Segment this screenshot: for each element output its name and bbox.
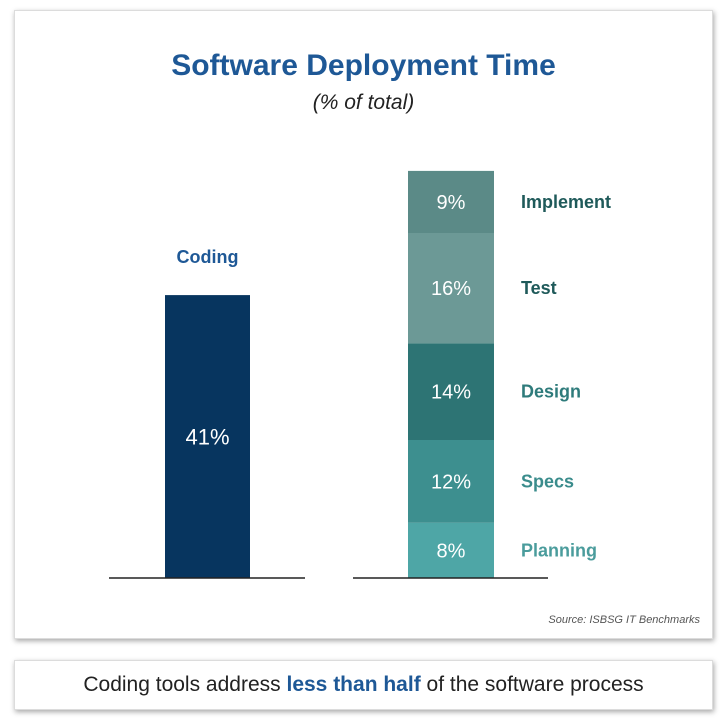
chart-card: Software Deployment Time (% of total) 41… <box>14 10 713 639</box>
bar-segment-test <box>408 233 494 344</box>
bar-segment-planning <box>408 522 494 578</box>
caption-emphasis: less than half <box>286 673 421 696</box>
bar-segment-specs <box>408 440 494 523</box>
data-label-specs: 12% <box>431 471 471 493</box>
data-label-coding: 41% <box>185 425 229 450</box>
category-label-coding: Coding <box>177 247 239 267</box>
segment-label-test: Test <box>521 278 557 298</box>
caption-banner: Coding tools address less than half of t… <box>14 660 713 710</box>
chart-title: Software Deployment Time <box>171 49 556 82</box>
segment-label-specs: Specs <box>521 471 574 491</box>
segment-label-planning: Planning <box>521 540 597 560</box>
caption-text-after: of the software process <box>420 673 644 696</box>
bar-coding <box>165 295 250 578</box>
segment-label-implement: Implement <box>521 192 611 212</box>
chart-subtitle: (% of total) <box>312 91 415 114</box>
bar-segment-implement <box>408 170 494 233</box>
data-label-planning: 8% <box>437 540 466 562</box>
caption-text-before: Coding tools address <box>83 673 287 696</box>
data-label-test: 16% <box>431 278 471 300</box>
chart-plot: 41% Coding 8% Planning 12% Specs 14% Design 16% T… <box>109 170 611 579</box>
data-label-design: 14% <box>431 382 471 404</box>
source-note: Source: ISBSG IT Benchmarks <box>548 614 700 626</box>
data-label-implement: 9% <box>437 192 466 214</box>
segment-label-design: Design <box>521 382 581 402</box>
bar-segment-design <box>408 343 494 440</box>
